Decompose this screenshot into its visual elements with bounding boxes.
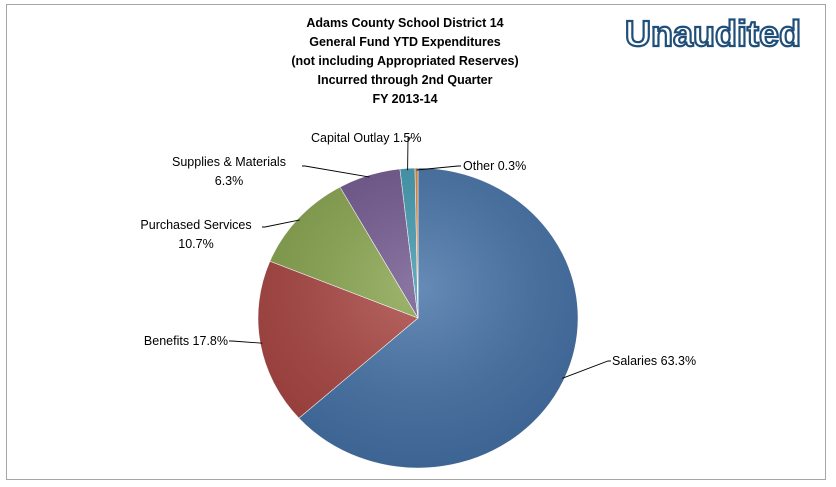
slice-label: Purchased Services — [140, 218, 251, 232]
leader-line — [562, 360, 611, 379]
leader-line — [407, 137, 411, 171]
slice-label: Other 0.3% — [463, 159, 526, 173]
stamp-text: Unaudited — [625, 13, 801, 54]
chart-title-line-2: General Fund YTD Expenditures — [309, 35, 501, 49]
leader-line — [302, 165, 370, 178]
unaudited-stamp: Unaudited — [624, 12, 802, 55]
leader-line — [262, 219, 300, 228]
slice-label: 6.3% — [215, 174, 244, 188]
slice-label: Supplies & Materials — [172, 155, 286, 169]
slice-label: 10.7% — [178, 237, 213, 251]
leader-line — [229, 340, 263, 344]
leader-line — [416, 165, 461, 171]
chart-title-line-3: (not including Appropriated Reserves) — [291, 54, 519, 68]
slice-label: Salaries 63.3% — [612, 354, 696, 368]
slice-label: Capital Outlay 1.5% — [311, 131, 421, 145]
slice-label: Benefits 17.8% — [144, 334, 228, 348]
chart-title-line-1: Adams County School District 14 — [306, 16, 504, 30]
chart-title-line-4: Incurred through 2nd Quarter — [317, 73, 493, 87]
chart-title-line-5: FY 2013-14 — [372, 92, 438, 106]
